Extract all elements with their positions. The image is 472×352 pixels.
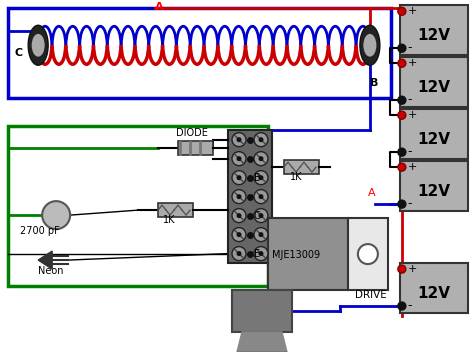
Bar xyxy=(8,8,391,98)
Text: 12V: 12V xyxy=(417,285,450,301)
Text: DRIVE: DRIVE xyxy=(355,290,387,300)
Circle shape xyxy=(259,194,263,199)
Bar xyxy=(284,160,319,174)
Circle shape xyxy=(42,201,70,229)
Circle shape xyxy=(259,232,263,237)
Circle shape xyxy=(236,194,242,199)
Circle shape xyxy=(236,156,242,161)
Text: 2700 pF: 2700 pF xyxy=(20,226,60,236)
Circle shape xyxy=(232,209,246,222)
Bar xyxy=(400,57,468,107)
Circle shape xyxy=(254,228,268,241)
Text: +: + xyxy=(408,264,417,274)
Text: C: C xyxy=(14,48,22,58)
Circle shape xyxy=(254,190,268,203)
Ellipse shape xyxy=(32,34,45,57)
Text: -: - xyxy=(408,93,413,106)
Text: +: + xyxy=(408,6,417,16)
Bar xyxy=(400,5,468,55)
Circle shape xyxy=(236,232,242,237)
Bar xyxy=(228,130,272,263)
Text: MJE13009: MJE13009 xyxy=(272,250,320,260)
Bar xyxy=(178,141,213,155)
Text: Neon: Neon xyxy=(38,266,64,276)
Circle shape xyxy=(232,190,246,203)
Circle shape xyxy=(398,163,406,171)
Circle shape xyxy=(232,228,246,241)
Circle shape xyxy=(398,59,406,67)
Circle shape xyxy=(254,133,268,147)
Circle shape xyxy=(254,171,268,185)
Polygon shape xyxy=(38,251,52,269)
Bar xyxy=(348,218,388,290)
Ellipse shape xyxy=(363,34,376,57)
Circle shape xyxy=(398,265,406,273)
Text: 12V: 12V xyxy=(417,28,450,43)
Bar xyxy=(232,290,292,332)
Circle shape xyxy=(232,152,246,166)
Circle shape xyxy=(259,156,263,161)
Text: B: B xyxy=(370,78,378,88)
Circle shape xyxy=(358,244,378,264)
Circle shape xyxy=(259,251,263,256)
Bar xyxy=(8,126,268,286)
Bar xyxy=(400,109,468,159)
Circle shape xyxy=(398,111,406,119)
Circle shape xyxy=(259,137,263,142)
Circle shape xyxy=(232,247,246,260)
Circle shape xyxy=(254,247,268,260)
Text: B: B xyxy=(254,172,261,183)
Bar xyxy=(268,218,348,290)
Ellipse shape xyxy=(360,25,380,65)
Circle shape xyxy=(236,251,242,256)
Circle shape xyxy=(398,44,406,52)
Circle shape xyxy=(236,175,242,180)
Circle shape xyxy=(398,302,406,310)
Text: A: A xyxy=(368,188,376,198)
Text: -: - xyxy=(408,197,413,210)
Text: C: C xyxy=(254,210,261,221)
Circle shape xyxy=(259,175,263,180)
Text: +: + xyxy=(408,162,417,172)
Text: E: E xyxy=(254,249,260,259)
Text: 12V: 12V xyxy=(417,132,450,147)
Text: 12V: 12V xyxy=(417,184,450,199)
Circle shape xyxy=(254,209,268,222)
Text: 1K: 1K xyxy=(163,215,176,225)
Text: +: + xyxy=(408,58,417,68)
Text: A: A xyxy=(155,2,164,12)
Circle shape xyxy=(259,213,263,218)
Bar xyxy=(158,203,193,217)
Polygon shape xyxy=(237,332,287,352)
Ellipse shape xyxy=(28,25,48,65)
Circle shape xyxy=(398,200,406,208)
Text: 12V: 12V xyxy=(417,80,450,95)
Bar xyxy=(400,161,468,211)
Text: -: - xyxy=(408,41,413,54)
Circle shape xyxy=(254,152,268,166)
Text: -: - xyxy=(408,145,413,158)
Circle shape xyxy=(232,171,246,185)
Circle shape xyxy=(236,213,242,218)
Circle shape xyxy=(398,148,406,156)
Text: DIODE: DIODE xyxy=(176,128,208,138)
Circle shape xyxy=(398,7,406,15)
Circle shape xyxy=(232,133,246,147)
Text: -: - xyxy=(408,299,413,312)
Circle shape xyxy=(236,137,242,142)
Text: +: + xyxy=(408,110,417,120)
Bar xyxy=(400,263,468,313)
Circle shape xyxy=(398,96,406,104)
Text: 1K: 1K xyxy=(290,172,303,182)
